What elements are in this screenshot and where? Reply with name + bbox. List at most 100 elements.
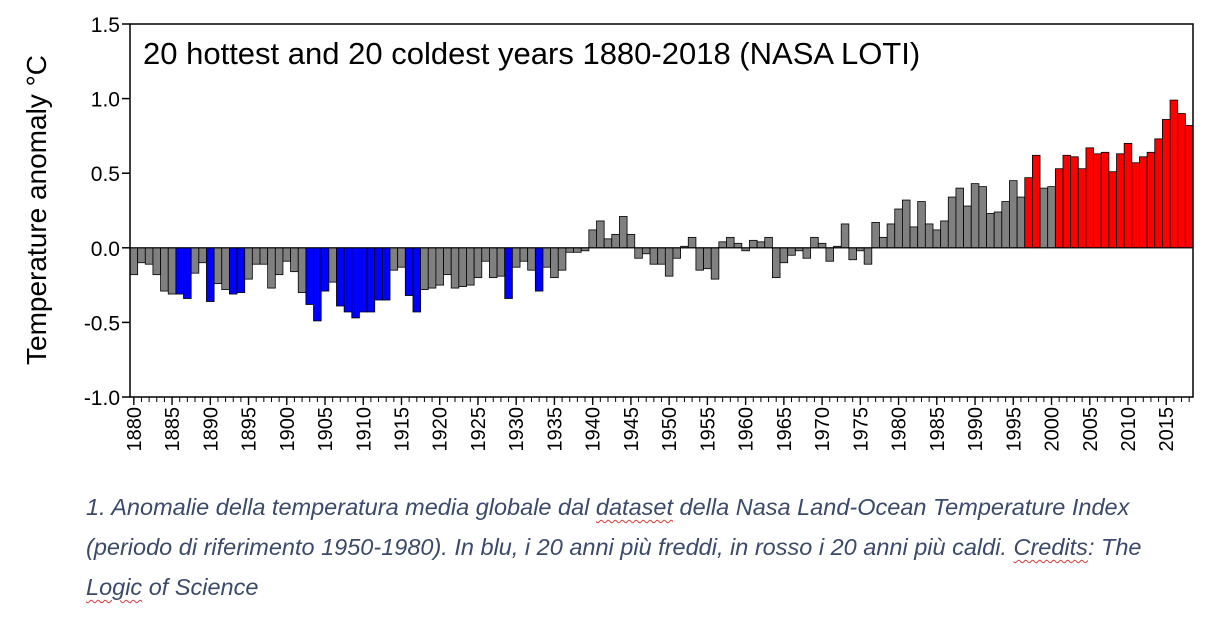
- bar-1965: [779, 247, 789, 264]
- x-tick-label: 1985: [927, 407, 949, 452]
- bar-1881: [137, 247, 146, 264]
- bar-1949: [657, 247, 666, 265]
- bar-1937: [565, 247, 574, 253]
- x-tick-label: 1910: [353, 407, 375, 452]
- bar-1914: [389, 247, 399, 271]
- bar-1971: [825, 247, 834, 262]
- bar-1990: [970, 183, 980, 249]
- bar-1963: [764, 236, 773, 249]
- bar-1909: [351, 247, 360, 319]
- caption-text-4: of Science: [142, 574, 259, 600]
- bar-1896: [251, 247, 261, 265]
- bar-1980: [894, 208, 903, 249]
- bar-1923: [458, 247, 467, 287]
- bar-1946: [634, 247, 643, 259]
- bar-2016: [1169, 99, 1179, 249]
- bar-1993: [993, 211, 1003, 249]
- bar-2002: [1062, 154, 1072, 249]
- bar-1920: [435, 247, 444, 286]
- bar-2000: [1047, 186, 1056, 249]
- bar-1922: [450, 247, 460, 289]
- bar-1888: [190, 247, 200, 274]
- bar-1959: [733, 242, 743, 249]
- y-tick-label: 0.5: [91, 163, 120, 186]
- x-tick-label: 1940: [583, 407, 605, 452]
- bar-1940: [588, 229, 597, 249]
- bar-1968: [802, 247, 812, 259]
- bar-1985: [932, 229, 942, 249]
- bar-2017: [1177, 113, 1186, 249]
- x-tick-label: 1965: [774, 407, 796, 452]
- bar-1986: [940, 220, 949, 249]
- y-tick-label: 0.0: [91, 238, 120, 261]
- bar-1882: [144, 247, 154, 265]
- bar-1904: [313, 247, 322, 322]
- bar-1976: [863, 247, 873, 265]
- bar-1943: [611, 233, 620, 249]
- bar-1930: [511, 247, 521, 268]
- bar-1951: [672, 247, 682, 259]
- x-tick-label: 1955: [697, 407, 719, 452]
- bar-1913: [381, 247, 391, 301]
- bar-1999: [1039, 187, 1049, 249]
- bar-1924: [466, 247, 475, 286]
- bar-1926: [481, 247, 490, 262]
- bar-1895: [244, 247, 253, 280]
- bar-1977: [871, 222, 880, 249]
- y-axis: -1.0 -0.5 0.0 0.5 1.0 1.5: [84, 14, 130, 410]
- bar-1886: [175, 247, 184, 295]
- x-tick-label: 1975: [850, 407, 872, 452]
- bar-1889: [198, 247, 207, 264]
- bar-1983: [917, 201, 926, 249]
- bar-1884: [160, 247, 169, 292]
- bar-1898: [267, 247, 276, 289]
- bar-1989: [963, 205, 972, 249]
- y-tick-label: -1.0: [84, 387, 120, 410]
- bar-2011: [1131, 162, 1140, 249]
- caption-text-3: : The: [1087, 534, 1142, 560]
- bar-2010: [1123, 142, 1133, 249]
- bar-1936: [557, 247, 567, 271]
- bar-1899: [274, 247, 284, 276]
- x-tick-label: 1945: [621, 407, 643, 452]
- bar-2008: [1108, 171, 1117, 249]
- bar-1947: [641, 247, 651, 255]
- bar-1957: [718, 241, 727, 249]
- bar-1902: [297, 247, 307, 293]
- bar-1938: [573, 247, 582, 253]
- bar-1893: [229, 247, 238, 295]
- bar-1982: [909, 226, 919, 249]
- bar-1901: [290, 247, 299, 273]
- bar-1928: [496, 247, 506, 277]
- x-tick-label: 1905: [315, 407, 337, 452]
- bar-1944: [619, 216, 628, 249]
- bar-2003: [1070, 156, 1079, 249]
- x-tick-label: 1890: [200, 407, 222, 452]
- caption-text-2: della Nasa Land-Ocean Temperature Index …: [86, 494, 1130, 560]
- x-axis: 1880 1885 1890 1895 1900 1905 1910 1915 1920 1925…: [124, 397, 1190, 452]
- x-tick-label: 1880: [124, 407, 146, 452]
- bar-2005: [1085, 147, 1094, 249]
- bar-1956: [710, 247, 720, 280]
- bar-1912: [374, 247, 383, 301]
- bar-1955: [703, 247, 712, 270]
- x-tick-label: 2015: [1156, 407, 1178, 452]
- x-tick-label: 1925: [468, 407, 490, 452]
- temperature-anomaly-chart: -1.0 -0.5 0.0 0.5 1.0 1.5 1880 1885 1890 1895 190…: [21, 14, 1194, 452]
- x-tick-label: 2010: [1118, 407, 1140, 452]
- y-tick-label: 1.0: [91, 89, 120, 112]
- bars-group: [129, 99, 1194, 322]
- x-tick-label: 1930: [506, 407, 528, 452]
- bar-1911: [366, 247, 376, 313]
- x-tick-label: 1950: [659, 407, 681, 452]
- bar-1908: [343, 247, 353, 313]
- bar-1995: [1009, 180, 1018, 249]
- bar-1931: [519, 247, 529, 262]
- bar-1966: [787, 247, 796, 256]
- y-tick-label: 1.5: [91, 14, 120, 37]
- x-tick-label: 1920: [430, 407, 452, 452]
- bar-1970: [817, 242, 827, 249]
- caption-text-1: 1. Anomalie della temperatura media glob…: [86, 494, 596, 520]
- bar-1935: [550, 247, 559, 279]
- bar-1969: [810, 236, 819, 249]
